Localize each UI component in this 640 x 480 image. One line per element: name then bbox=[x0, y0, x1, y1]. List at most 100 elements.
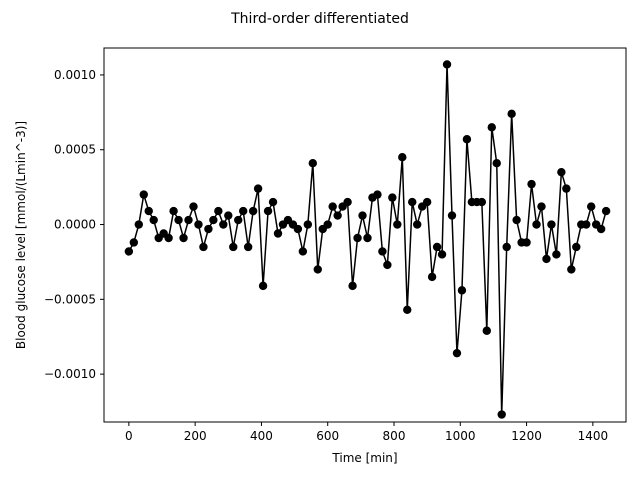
data-point bbox=[587, 202, 596, 211]
data-point bbox=[209, 215, 218, 225]
y-tick-label: 0.0000 bbox=[54, 218, 96, 232]
data-point bbox=[323, 220, 332, 229]
data-point bbox=[378, 247, 387, 256]
data-point bbox=[234, 215, 243, 225]
data-point bbox=[134, 220, 143, 229]
data-point bbox=[422, 197, 432, 207]
x-tick-label: 1200 bbox=[511, 429, 542, 443]
data-point bbox=[219, 220, 228, 229]
data-point bbox=[437, 250, 447, 259]
data-point bbox=[512, 215, 521, 225]
data-point bbox=[562, 184, 571, 193]
data-point bbox=[532, 220, 541, 229]
data-point bbox=[333, 211, 342, 220]
data-point bbox=[487, 123, 496, 132]
data-point bbox=[179, 233, 188, 243]
data-point bbox=[388, 193, 397, 202]
data-point bbox=[164, 233, 173, 243]
data-point bbox=[432, 242, 442, 252]
data-point bbox=[358, 211, 367, 220]
x-tick-label: 800 bbox=[383, 429, 406, 443]
data-point bbox=[442, 60, 452, 69]
data-point bbox=[427, 272, 437, 282]
data-point bbox=[343, 197, 352, 207]
data-point bbox=[497, 410, 506, 419]
data-point bbox=[263, 206, 273, 216]
data-point bbox=[557, 167, 566, 177]
x-tick-label: 0 bbox=[125, 429, 133, 443]
data-point bbox=[124, 247, 134, 256]
x-tick-label: 600 bbox=[316, 429, 339, 443]
data-point bbox=[224, 211, 233, 220]
x-tick-label: 1400 bbox=[578, 429, 609, 443]
data-point bbox=[204, 224, 213, 234]
data-point bbox=[447, 211, 457, 220]
data-point bbox=[248, 206, 258, 216]
data-point bbox=[522, 238, 531, 247]
data-point bbox=[313, 265, 322, 274]
data-point bbox=[199, 242, 208, 252]
data-point bbox=[492, 158, 501, 168]
data-point bbox=[363, 233, 372, 243]
y-axis-label: Blood glucose level [mmol/(Lmin^-3)] bbox=[14, 121, 28, 349]
data-point bbox=[462, 135, 472, 144]
data-point bbox=[243, 242, 253, 252]
data-point bbox=[149, 215, 158, 225]
x-tick-label: 400 bbox=[250, 429, 273, 443]
data-point bbox=[273, 229, 283, 238]
data-point bbox=[239, 206, 248, 216]
data-point bbox=[393, 220, 402, 229]
data-point bbox=[348, 281, 357, 291]
data-point bbox=[552, 250, 561, 259]
data-point bbox=[477, 197, 487, 207]
data-point bbox=[169, 206, 178, 216]
x-tick-label: 1000 bbox=[445, 429, 476, 443]
data-point bbox=[253, 184, 263, 193]
data-point bbox=[303, 220, 313, 229]
data-point bbox=[194, 220, 203, 229]
y-tick-label: −0.0005 bbox=[44, 292, 96, 306]
chart-title: Third-order differentiated bbox=[230, 11, 409, 27]
data-point bbox=[268, 197, 278, 207]
data-point bbox=[308, 158, 317, 168]
axes-frame bbox=[103, 47, 627, 423]
y-tick-label: 0.0005 bbox=[54, 143, 96, 157]
data-point bbox=[258, 281, 268, 291]
data-point bbox=[452, 348, 462, 358]
data-point bbox=[601, 206, 611, 216]
data-point bbox=[129, 238, 139, 247]
y-tick-label: −0.0010 bbox=[44, 367, 96, 381]
x-axis: 0 200 400 600 800 1000 1200 1400 bbox=[125, 422, 608, 443]
data-point bbox=[482, 326, 491, 335]
y-axis: −0.0010 −0.0005 0.0000 0.0005 0.0010 bbox=[44, 68, 104, 381]
data-point bbox=[567, 265, 576, 274]
data-point bbox=[373, 190, 382, 199]
data-point bbox=[298, 247, 308, 256]
x-axis-label: Time [min] bbox=[331, 451, 397, 465]
data-point bbox=[398, 153, 407, 162]
data-point bbox=[174, 215, 183, 225]
data-point bbox=[582, 220, 591, 229]
data-point bbox=[189, 202, 198, 211]
data-point bbox=[413, 220, 422, 229]
data-point bbox=[144, 206, 153, 216]
plot-area bbox=[124, 60, 611, 419]
y-tick-label: 0.0010 bbox=[54, 68, 96, 82]
data-point bbox=[572, 242, 581, 252]
data-point bbox=[457, 286, 467, 295]
data-point bbox=[293, 224, 303, 234]
data-point bbox=[139, 190, 148, 199]
data-point bbox=[184, 215, 193, 225]
data-point bbox=[229, 242, 238, 252]
data-point bbox=[328, 202, 337, 211]
data-point bbox=[507, 109, 516, 119]
data-point bbox=[502, 242, 511, 252]
data-point bbox=[537, 202, 546, 211]
data-point bbox=[542, 254, 551, 264]
data-point bbox=[547, 220, 556, 229]
data-point bbox=[383, 260, 392, 270]
data-point bbox=[214, 206, 223, 216]
data-point bbox=[353, 233, 362, 243]
